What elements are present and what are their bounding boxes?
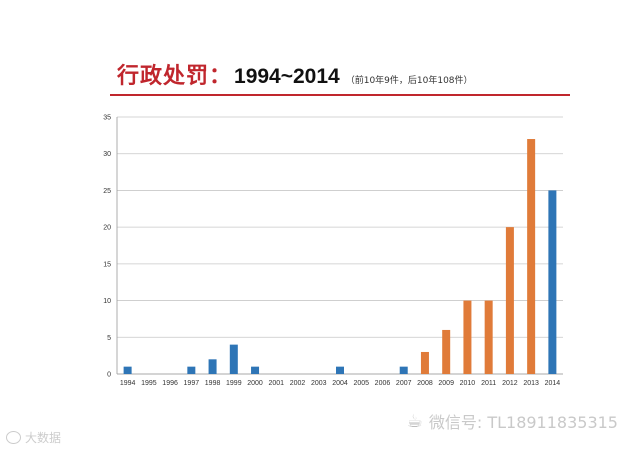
x-tick-label: 1998: [205, 380, 221, 387]
x-tick-label: 2005: [353, 380, 369, 387]
bar: [527, 139, 536, 374]
x-tick-label: 2009: [438, 380, 454, 387]
y-tick-label: 0: [107, 372, 111, 379]
title-divider: [110, 94, 570, 96]
bar: [251, 366, 260, 374]
x-tick-label: 2013: [523, 380, 539, 387]
x-tick-label: 1994: [120, 380, 136, 387]
bar: [548, 190, 557, 374]
x-tick-label: 2001: [268, 380, 284, 387]
x-tick-label: 1999: [226, 380, 242, 387]
bar: [336, 366, 344, 374]
y-tick-label: 35: [103, 115, 111, 122]
bar: [123, 366, 132, 374]
title-note: （前10年9件，后10年108件）: [345, 76, 473, 86]
wechat-icon: ☕: [406, 410, 423, 432]
x-tick-label: 2010: [460, 380, 476, 387]
title-years: 1994~2014: [234, 65, 340, 88]
x-tick-label: 2011: [481, 380, 496, 387]
x-tick-label: 2004: [332, 380, 348, 387]
y-tick-label: 10: [103, 298, 111, 305]
x-tick-label: 2002: [290, 380, 306, 387]
x-tick-label: 2012: [502, 380, 518, 387]
x-tick-label: 2003: [311, 380, 327, 387]
weibo-icon: [6, 431, 21, 444]
x-tick-label: 2014: [545, 380, 561, 387]
x-tick-label: 2008: [417, 380, 433, 387]
x-tick-label: 2007: [396, 380, 412, 387]
x-tick-label: 1996: [162, 380, 178, 387]
y-tick-label: 15: [103, 261, 111, 268]
page-title: 行政处罚： 1994~2014 （前10年9件，后10年108件）: [117, 58, 473, 94]
bar: [187, 366, 196, 374]
x-tick-label: 2000: [247, 380, 263, 387]
title-main: 行政处罚：: [117, 64, 233, 89]
bar: [399, 366, 408, 374]
bar: [208, 359, 217, 374]
watermark: ☕ 微信号: TL18911835315: [407, 409, 618, 433]
y-tick-label: 25: [103, 188, 111, 195]
x-tick-label: 1995: [141, 380, 157, 387]
bar: [484, 300, 493, 374]
bar: [505, 227, 514, 374]
x-tick-label: 2006: [375, 380, 391, 387]
bar: [442, 329, 451, 374]
x-tick-label: 1997: [184, 380, 200, 387]
y-tick-label: 30: [103, 151, 111, 158]
watermark-text: 微信号: TL18911835315: [428, 413, 618, 432]
bar: [229, 344, 238, 374]
y-tick-label: 5: [107, 335, 111, 342]
y-tick-label: 20: [103, 225, 111, 232]
logo: 大数据: [6, 429, 61, 446]
bar: [420, 351, 429, 374]
logo-text: 大数据: [25, 431, 62, 445]
bar: [463, 300, 472, 374]
